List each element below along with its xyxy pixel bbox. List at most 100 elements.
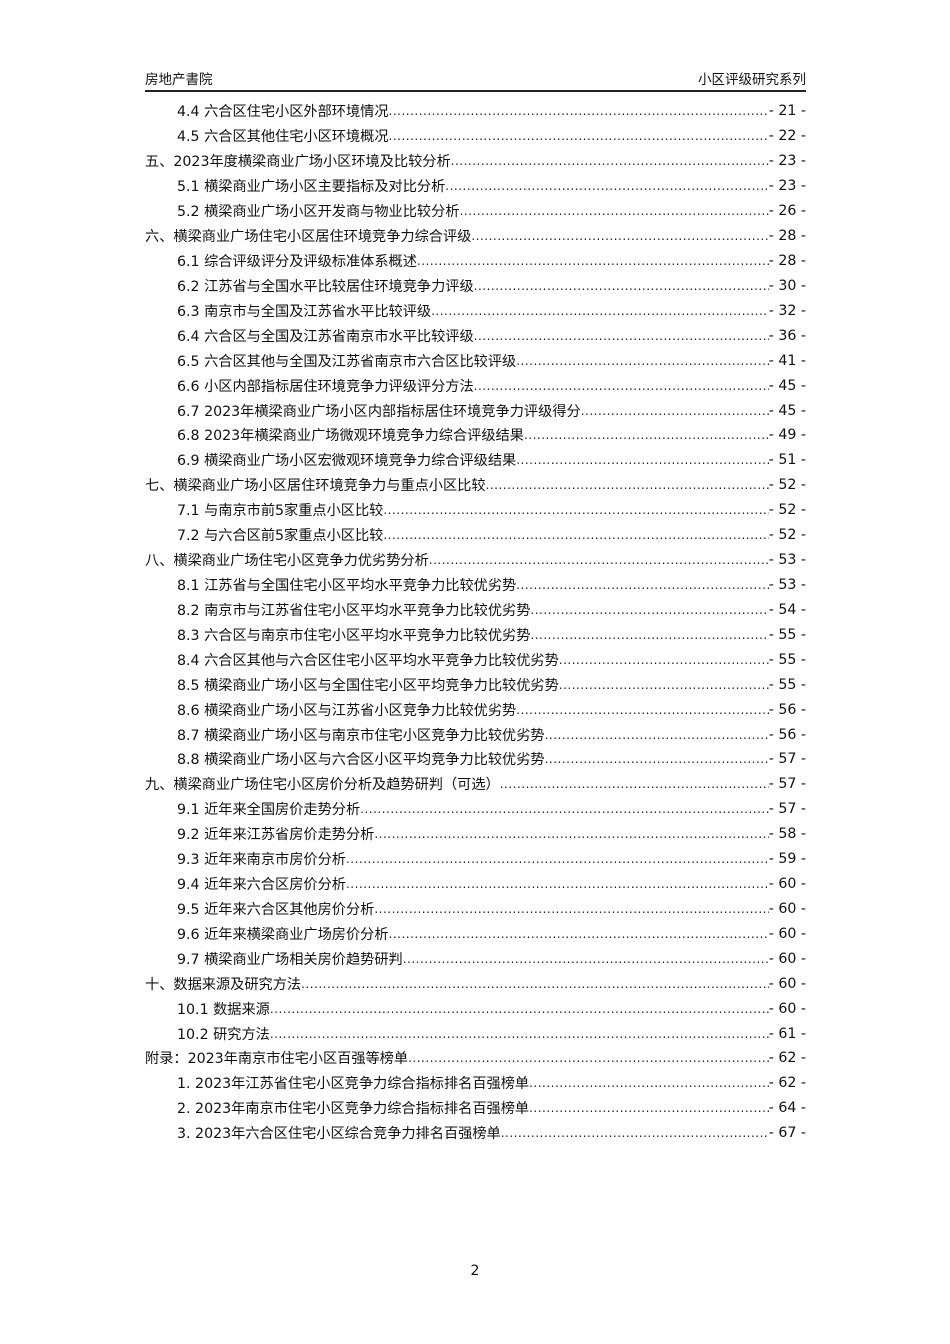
- toc-entry-title[interactable]: 6.9 横梁商业广场小区宏微观环境竞争力综合评级结果: [177, 453, 517, 470]
- toc-entry-title[interactable]: 6.1 综合评级评分及评级标准体系概述: [177, 253, 417, 270]
- toc-entry-title[interactable]: 六、横梁商业广场住宅小区居住环境竞争力综合评级: [145, 229, 472, 246]
- toc-entry-title[interactable]: 5.1 横梁商业广场小区主要指标及对比分析: [177, 179, 446, 196]
- toc-entry[interactable]: 5.1 横梁商业广场小区主要指标及对比分析 - 23 -: [145, 174, 806, 199]
- toc-entry[interactable]: 4.4 六合区住宅小区外部环境情况 - 21 -: [145, 99, 806, 124]
- toc-entry-title[interactable]: 6.8 2023年横梁商业广场微观环境竞争力综合评级结果: [177, 428, 524, 445]
- toc-entry-title[interactable]: 五、2023年度横梁商业广场小区环境及比较分析: [145, 154, 451, 171]
- toc-entry[interactable]: 6.1 综合评级评分及评级标准体系概述 - 28 -: [145, 249, 806, 274]
- toc-entry[interactable]: 九、横梁商业广场住宅小区房价分析及趋势研判（可选） - 57 -: [145, 772, 806, 797]
- toc-entry-title[interactable]: 9.6 近年来横梁商业广场房价分析: [177, 926, 389, 943]
- toc-entry-title[interactable]: 8.2 南京市与江苏省住宅小区平均水平竞争力比较优劣势: [177, 602, 531, 619]
- toc-entry[interactable]: 1. 2023年江苏省住宅小区竞争力综合指标排名百强榜单 - 62 -: [145, 1071, 806, 1096]
- toc-entry-title[interactable]: 8.3 六合区与南京市住宅小区平均水平竞争力比较优劣势: [177, 627, 531, 644]
- toc-entry-title[interactable]: 4.4 六合区住宅小区外部环境情况: [177, 104, 389, 121]
- toc-entry[interactable]: 7.1 与南京市前5家重点小区比较 - 52 -: [145, 498, 806, 523]
- toc-entry-title[interactable]: 9.3 近年来南京市房价分析: [177, 852, 346, 869]
- toc-entry-title[interactable]: 8.8 横梁商业广场小区与六合区小区平均竞争力比较优劣势: [177, 752, 545, 769]
- toc-entry-title[interactable]: 6.7 2023年横梁商业广场小区内部指标居住环境竞争力评级得分: [177, 403, 581, 420]
- toc-entry[interactable]: 9.6 近年来横梁商业广场房价分析 - 60 -: [145, 921, 806, 946]
- toc-entry-page: - 57 -: [768, 776, 806, 793]
- toc-entry[interactable]: 2. 2023年南京市住宅小区竞争力综合指标排名百强榜单 - 64 -: [145, 1096, 806, 1121]
- toc-entry-title[interactable]: 九、横梁商业广场住宅小区房价分析及趋势研判（可选）: [145, 777, 500, 794]
- toc-entry[interactable]: 5.2 横梁商业广场小区开发商与物业比较分析 - 26 -: [145, 199, 806, 224]
- toc-entry[interactable]: 七、横梁商业广场小区居住环境竞争力与重点小区比较 - 52 -: [145, 473, 806, 498]
- toc-entry[interactable]: 8.6 横梁商业广场小区与江苏省小区竞争力比较优劣势 - 56 -: [145, 697, 806, 722]
- toc-entry[interactable]: 9.4 近年来六合区房价分析 - 60 -: [145, 872, 806, 897]
- toc-leader-dots: [530, 603, 768, 617]
- toc-entry-title[interactable]: 8.7 横梁商业广场小区与南京市住宅小区竞争力比较优劣势: [177, 727, 545, 744]
- toc-entry[interactable]: 8.8 横梁商业广场小区与六合区小区平均竞争力比较优劣势 - 57 -: [145, 747, 806, 772]
- toc-entry-page: - 49 -: [768, 427, 806, 444]
- header-series: 小区评级研究系列: [698, 72, 806, 88]
- toc-entry[interactable]: 6.9 横梁商业广场小区宏微观环境竞争力综合评级结果 - 51 -: [145, 448, 806, 473]
- toc-entry[interactable]: 9.1 近年来全国房价走势分析 - 57 -: [145, 797, 806, 822]
- toc-entry-title[interactable]: 9.7 横梁商业广场相关房价趋势研判: [177, 951, 403, 968]
- toc-entry[interactable]: 6.8 2023年横梁商业广场微观环境竞争力综合评级结果 - 49 -: [145, 423, 806, 448]
- toc-entry[interactable]: 8.3 六合区与南京市住宅小区平均水平竞争力比较优劣势 - 55 -: [145, 622, 806, 647]
- toc-leader-dots: [501, 1126, 769, 1140]
- toc-entry-title[interactable]: 10.2 研究方法: [177, 1026, 270, 1043]
- toc-entry-title[interactable]: 6.4 六合区与全国及江苏省南京市水平比较评级: [177, 328, 474, 345]
- toc-entry-page: - 62 -: [768, 1075, 806, 1092]
- toc-entry-page: - 52 -: [768, 527, 806, 544]
- toc-entry[interactable]: 八、横梁商业广场住宅小区竞争力优劣势分析 - 53 -: [145, 548, 806, 573]
- toc-entry[interactable]: 9.5 近年来六合区其他房价分析 - 60 -: [145, 897, 806, 922]
- toc-entry[interactable]: 9.3 近年来南京市房价分析 - 59 -: [145, 847, 806, 872]
- toc-entry-title[interactable]: 十、数据来源及研究方法: [145, 976, 302, 993]
- toc-entry[interactable]: 6.5 六合区其他与全国及江苏省南京市六合区比较评级 - 41 -: [145, 348, 806, 373]
- toc-entry-title[interactable]: 6.3 南京市与全国及江苏省水平比较评级: [177, 303, 432, 320]
- toc-entry-title[interactable]: 9.4 近年来六合区房价分析: [177, 877, 346, 894]
- toc-leader-dots: [474, 379, 769, 393]
- toc-entry[interactable]: 8.7 横梁商业广场小区与南京市住宅小区竞争力比较优劣势 - 56 -: [145, 722, 806, 747]
- toc-entry-title[interactable]: 9.5 近年来六合区其他房价分析: [177, 901, 375, 918]
- toc-entry[interactable]: 8.4 六合区其他与六合区住宅小区平均水平竞争力比较优劣势 - 55 -: [145, 647, 806, 672]
- toc-entry-title[interactable]: 9.2 近年来江苏省房价走势分析: [177, 827, 375, 844]
- toc-entry-page: - 55 -: [768, 676, 806, 693]
- toc-entry[interactable]: 六、横梁商业广场住宅小区居住环境竞争力综合评级 - 28 -: [145, 224, 806, 249]
- toc-leader-dots: [403, 952, 769, 966]
- toc-entry-title[interactable]: 6.2 江苏省与全国水平比较居住环境竞争力评级: [177, 278, 474, 295]
- toc-entry[interactable]: 6.3 南京市与全国及江苏省水平比较评级 - 32 -: [145, 298, 806, 323]
- toc-entry-page: - 51 -: [768, 452, 806, 469]
- toc-entry[interactable]: 10.2 研究方法 - 61 -: [145, 1021, 806, 1046]
- toc-entry[interactable]: 6.6 小区内部指标居住环境竞争力评级评分方法 - 45 -: [145, 373, 806, 398]
- toc-entry-title[interactable]: 2. 2023年南京市住宅小区竞争力综合指标排名百强榜单: [177, 1101, 530, 1118]
- toc-entry-title[interactable]: 八、横梁商业广场住宅小区竞争力优劣势分析: [145, 553, 429, 570]
- toc-entry[interactable]: 10.1 数据来源 - 60 -: [145, 996, 806, 1021]
- toc-leader-dots: [408, 1051, 769, 1065]
- toc-entry-title[interactable]: 附录：2023年南京市住宅小区百强等榜单: [145, 1051, 409, 1068]
- toc-entry-title[interactable]: 5.2 横梁商业广场小区开发商与物业比较分析: [177, 204, 460, 221]
- toc-entry[interactable]: 7.2 与六合区前5家重点小区比较 - 52 -: [145, 523, 806, 548]
- toc-entry[interactable]: 3. 2023年六合区住宅小区综合竞争力排名百强榜单 - 67 -: [145, 1121, 806, 1146]
- toc-entry-title[interactable]: 6.6 小区内部指标居住环境竞争力评级评分方法: [177, 378, 474, 395]
- page-number: 2: [470, 1263, 480, 1279]
- toc-entry-title[interactable]: 6.5 六合区其他与全国及江苏省南京市六合区比较评级: [177, 353, 517, 370]
- toc-entry-title[interactable]: 8.1 江苏省与全国住宅小区平均水平竞争力比较优劣势: [177, 577, 517, 594]
- toc-entry[interactable]: 9.7 横梁商业广场相关房价趋势研判 - 60 -: [145, 946, 806, 971]
- toc-entry[interactable]: 9.2 近年来江苏省房价走势分析 - 58 -: [145, 822, 806, 847]
- toc-entry[interactable]: 十、数据来源及研究方法 - 60 -: [145, 971, 806, 996]
- toc-entry[interactable]: 6.4 六合区与全国及江苏省南京市水平比较评级 - 36 -: [145, 323, 806, 348]
- toc-entry[interactable]: 8.1 江苏省与全国住宅小区平均水平竞争力比较优劣势 - 53 -: [145, 573, 806, 598]
- toc-entry-title[interactable]: 3. 2023年六合区住宅小区综合竞争力排名百强榜单: [177, 1126, 501, 1143]
- toc-entry[interactable]: 附录：2023年南京市住宅小区百强等榜单 - 62 -: [145, 1046, 806, 1071]
- toc-entry-title[interactable]: 8.6 横梁商业广场小区与江苏省小区竞争力比较优劣势: [177, 702, 517, 719]
- toc-entry-title[interactable]: 9.1 近年来全国房价走势分析: [177, 802, 361, 819]
- toc-entry-title[interactable]: 10.1 数据来源: [177, 1001, 270, 1018]
- toc-leader-dots: [445, 179, 768, 193]
- toc-entry[interactable]: 6.2 江苏省与全国水平比较居住环境竞争力评级 - 30 -: [145, 273, 806, 298]
- toc-entry[interactable]: 五、2023年度横梁商业广场小区环境及比较分析 - 23 -: [145, 149, 806, 174]
- toc-entry-title[interactable]: 七、横梁商业广场小区居住环境竞争力与重点小区比较: [145, 478, 486, 495]
- toc-entry-title[interactable]: 7.2 与六合区前5家重点小区比较: [177, 528, 384, 545]
- toc-entry-title[interactable]: 8.4 六合区其他与六合区住宅小区平均水平竞争力比较优劣势: [177, 652, 559, 669]
- toc-entry-title[interactable]: 7.1 与南京市前5家重点小区比较: [177, 503, 384, 520]
- toc-entry-page: - 54 -: [768, 601, 806, 618]
- toc-entry[interactable]: 4.5 六合区其他住宅小区环境概况 - 22 -: [145, 124, 806, 149]
- toc-entry-title[interactable]: 1. 2023年江苏省住宅小区竞争力综合指标排名百强榜单: [177, 1076, 530, 1093]
- toc-entry[interactable]: 6.7 2023年横梁商业广场小区内部指标居住环境竞争力评级得分 - 45 -: [145, 398, 806, 423]
- toc-entry-title[interactable]: 4.5 六合区其他住宅小区环境概况: [177, 129, 389, 146]
- toc-entry-title[interactable]: 8.5 横梁商业广场小区与全国住宅小区平均竞争力比较优劣势: [177, 677, 559, 694]
- toc-entry-page: - 28 -: [768, 252, 806, 269]
- toc-entry[interactable]: 8.5 横梁商业广场小区与全国住宅小区平均竞争力比较优劣势 - 55 -: [145, 672, 806, 697]
- toc-entry[interactable]: 8.2 南京市与江苏省住宅小区平均水平竞争力比较优劣势 - 54 -: [145, 597, 806, 622]
